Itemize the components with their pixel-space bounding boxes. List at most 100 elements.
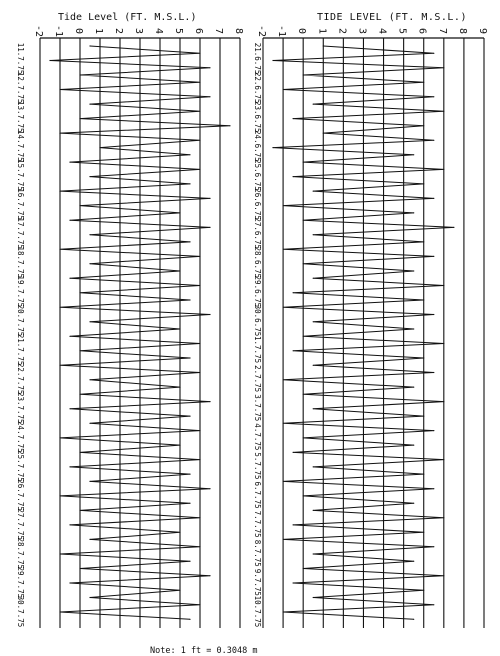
tide-point (59, 553, 61, 555)
tide-point (89, 379, 91, 381)
tide-point (433, 546, 435, 548)
tide-point (423, 415, 425, 417)
tide-point (79, 567, 81, 570)
date-label: 26.6.75 (253, 188, 262, 220)
tide-point (199, 459, 201, 461)
tide-point (272, 147, 274, 149)
tide-point (282, 480, 284, 482)
x-tick-label: 2 (336, 28, 347, 34)
tide-point (413, 270, 415, 272)
tide-point (69, 582, 71, 584)
tide-point (282, 538, 284, 541)
tide-point (229, 125, 231, 127)
tide-point (282, 422, 284, 424)
tide-point (423, 241, 425, 243)
tide-point (433, 488, 435, 490)
tide-point (413, 154, 415, 156)
tide-point (179, 589, 181, 591)
date-label: 21.6.75 (253, 43, 262, 75)
tide-point (69, 524, 71, 526)
x-tick-label: 3 (356, 28, 367, 34)
tide-point (199, 546, 201, 548)
tide-point (443, 110, 445, 112)
date-label: 19.7.75 (16, 276, 25, 308)
date-label: 27.7.75 (16, 508, 25, 540)
x-tick-label: 0 (73, 28, 84, 34)
tide-point (179, 444, 181, 446)
tide-point (312, 466, 314, 468)
tide-point (443, 168, 445, 170)
tide-point (209, 96, 211, 98)
x-tick-label: -2 (256, 25, 267, 37)
tide-point (413, 560, 415, 562)
right-tide-panel: -2 -1 0 1 2 3 4 5 6 7 8 9 21.6.7522.6.7523.6.7524.6.… (253, 25, 488, 628)
tide-point (312, 277, 314, 279)
tide-point (443, 575, 445, 577)
tide-point (59, 190, 61, 192)
tide-point (302, 567, 304, 570)
tide-point (89, 103, 91, 105)
tide-point (89, 596, 91, 599)
tide-point (433, 313, 435, 316)
left-chart-title: Tide Level (FT. M.S.L.) (58, 12, 197, 23)
date-label: 17.7.75 (16, 217, 25, 249)
date-label: 4.7.75 (253, 423, 262, 450)
tide-point (89, 538, 91, 541)
tide-point (209, 226, 211, 228)
tide-point (179, 270, 181, 272)
tide-point (302, 437, 304, 439)
tide-point (59, 248, 61, 250)
tide-point (423, 357, 425, 359)
tide-point (189, 299, 191, 301)
tide-point (292, 176, 294, 178)
tide-point (69, 161, 71, 163)
x-tick-label: 8 (233, 28, 244, 34)
date-label: 12.7.75 (16, 72, 25, 104)
date-label: 8.7.75 (253, 540, 262, 567)
date-label: 10.7.75 (253, 596, 262, 628)
x-tick-label: 5 (397, 28, 408, 34)
tide-point (302, 495, 304, 497)
tide-point (179, 531, 181, 533)
tide-point (189, 618, 191, 620)
tide-point (199, 517, 201, 519)
tide-point (433, 604, 435, 606)
tide-point (282, 205, 284, 207)
date-label: 28.6.75 (253, 246, 262, 278)
date-label: 27.6.75 (253, 217, 262, 249)
date-label: 24.7.75 (16, 421, 25, 453)
tide-point (199, 52, 201, 54)
tide-point (199, 342, 201, 345)
date-label: 13.7.75 (16, 101, 25, 133)
x-tick-label: -1 (53, 25, 64, 37)
tide-point (443, 517, 445, 519)
tide-point (413, 386, 415, 388)
tide-point (209, 67, 211, 69)
tide-point (79, 292, 81, 294)
tide-point (312, 190, 314, 192)
tide-point (209, 401, 211, 403)
tide-point (89, 263, 91, 265)
tide-point (302, 74, 304, 76)
tide-point (282, 306, 284, 308)
date-label: 3.7.75 (253, 394, 262, 421)
tide-point (302, 335, 304, 337)
x-tick-label: 1 (316, 28, 327, 34)
tide-point (89, 176, 91, 178)
tide-point (423, 531, 425, 533)
tide-point (433, 197, 435, 199)
date-label: 11.7.75 (16, 43, 25, 75)
date-label: 29.7.75 (16, 567, 25, 599)
tide-point (189, 241, 191, 243)
tide-point (59, 364, 61, 366)
tide-point (312, 509, 314, 511)
tide-point (453, 226, 455, 228)
unit-conversion-note: Note: 1 ft = 0.3048 m (150, 646, 258, 656)
tide-point (433, 430, 435, 432)
tide-point (59, 495, 61, 497)
tide-point (302, 393, 304, 395)
tide-point (312, 234, 314, 236)
date-label: 25.6.75 (253, 159, 262, 191)
tide-point (292, 524, 294, 526)
tide-point (413, 212, 415, 214)
